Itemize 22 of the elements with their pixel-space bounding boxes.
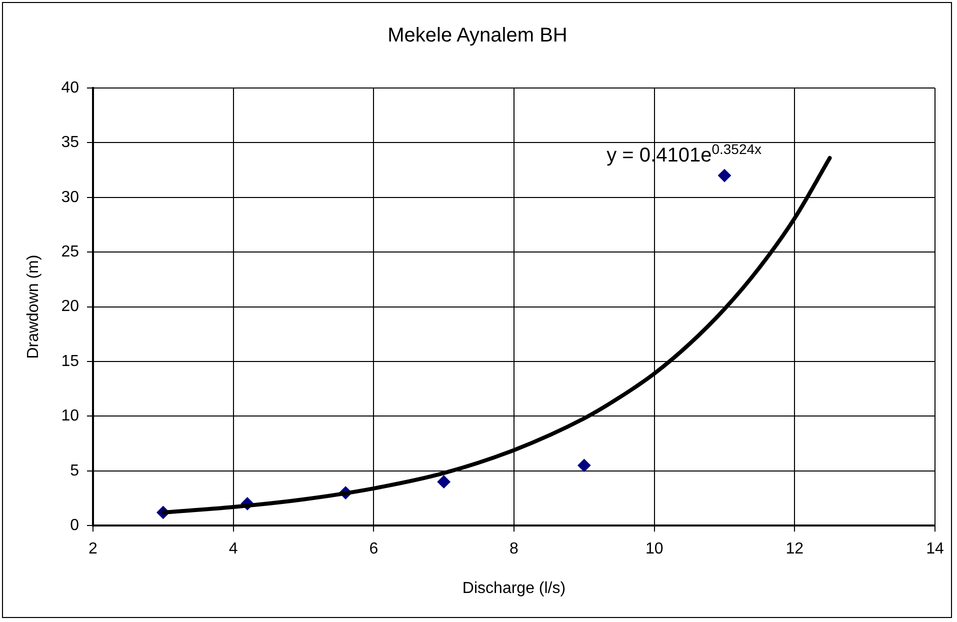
x-tick-label: 12	[786, 540, 804, 558]
y-tick-label: 40	[61, 79, 80, 96]
point	[578, 458, 591, 472]
x-axis-title: Discharge (l/s)	[462, 580, 566, 597]
y-tick-label: 25	[61, 244, 80, 261]
point	[718, 169, 731, 182]
x-tick-label: 2	[88, 540, 98, 558]
y-tick-label: 20	[61, 298, 80, 316]
x-tick-label: 14	[926, 540, 944, 558]
y-tick-label: 30	[61, 188, 80, 206]
x-tick-label: 6	[369, 540, 378, 558]
chart-title: Mekele Aynalem BH	[388, 24, 568, 47]
x-tick-label: 10	[645, 540, 664, 558]
x-tick-label: 4	[228, 540, 238, 558]
y-tick-label: 15	[61, 352, 80, 370]
y-tick-label: 10	[61, 408, 80, 425]
y-axis-title: Drawdown (m)	[25, 254, 42, 359]
y-tick-label: 35	[61, 134, 80, 152]
x-tick-label: 8	[510, 540, 519, 558]
point	[437, 475, 450, 488]
y-tick-label: 0	[70, 517, 80, 534]
y-tick-label: 5	[70, 462, 80, 480]
